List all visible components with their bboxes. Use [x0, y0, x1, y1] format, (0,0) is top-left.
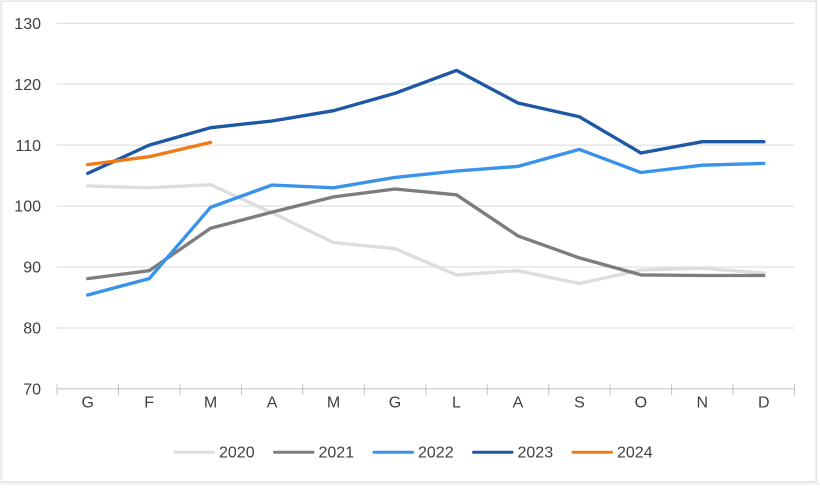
svg-text:A: A — [513, 395, 524, 412]
svg-text:90: 90 — [23, 260, 41, 277]
svg-text:2020: 2020 — [219, 444, 255, 461]
svg-text:L: L — [452, 395, 461, 412]
svg-text:2022: 2022 — [418, 444, 454, 461]
svg-text:M: M — [204, 395, 217, 412]
svg-text:2021: 2021 — [319, 444, 355, 461]
svg-text:M: M — [327, 395, 340, 412]
svg-text:80: 80 — [23, 321, 41, 338]
svg-text:70: 70 — [23, 382, 41, 399]
svg-text:G: G — [389, 395, 401, 412]
svg-text:100: 100 — [14, 199, 41, 216]
svg-text:2023: 2023 — [518, 444, 554, 461]
svg-text:130: 130 — [14, 16, 41, 33]
svg-text:120: 120 — [14, 77, 41, 94]
svg-text:110: 110 — [15, 138, 41, 155]
svg-text:G: G — [81, 395, 93, 412]
svg-text:A: A — [267, 395, 278, 412]
svg-text:S: S — [574, 395, 585, 412]
svg-text:O: O — [635, 395, 647, 412]
svg-text:F: F — [144, 395, 154, 412]
svg-text:N: N — [697, 395, 709, 412]
svg-text:D: D — [758, 395, 770, 412]
svg-text:2024: 2024 — [617, 444, 653, 461]
